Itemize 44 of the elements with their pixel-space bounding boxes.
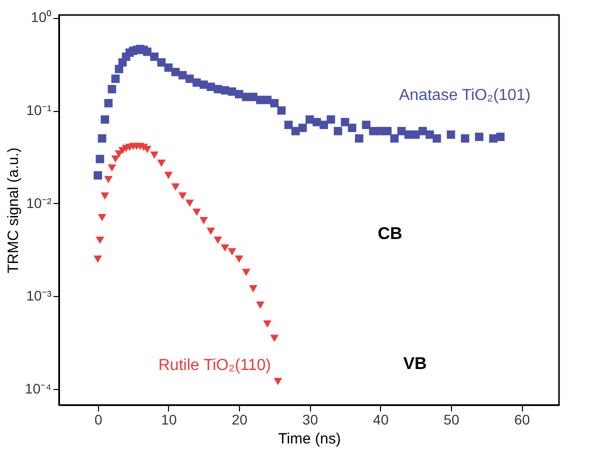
x-tick-label: 40	[373, 412, 389, 428]
annotation: VB	[403, 354, 427, 373]
point	[108, 164, 116, 172]
point	[178, 192, 187, 200]
point	[263, 320, 272, 328]
point	[98, 214, 106, 222]
point	[256, 301, 264, 309]
y-tick-label: 10⁻²	[26, 194, 52, 211]
point	[200, 217, 208, 224]
point	[94, 256, 102, 263]
x-tick-label: 50	[444, 412, 460, 428]
y-tick-label: 10⁻⁴	[24, 380, 52, 396]
annotation: CB	[378, 224, 402, 243]
y-tick-label: 10⁰	[30, 9, 52, 26]
point	[270, 334, 279, 342]
point	[164, 172, 173, 179]
point	[157, 160, 166, 167]
point	[234, 256, 244, 263]
x-tick-label: 20	[232, 412, 248, 428]
point	[192, 208, 201, 216]
y-tick-label: 10⁻³	[26, 288, 52, 304]
point	[206, 228, 216, 235]
x-axis-title: Time (ns)	[278, 430, 341, 448]
series-label: Rutile TiO₂(110)	[158, 357, 271, 374]
x-tick-label: 0	[94, 412, 102, 428]
point	[111, 155, 120, 163]
point	[220, 244, 230, 252]
point	[104, 176, 113, 184]
point	[185, 200, 194, 207]
point	[96, 236, 104, 244]
point	[150, 152, 159, 159]
x-tick-label: 10	[161, 412, 177, 428]
y-axis-title: TRMC signal (a.u.)	[4, 148, 22, 274]
point	[214, 236, 222, 244]
point	[249, 285, 258, 292]
x-tick-label: 30	[302, 412, 318, 428]
point	[242, 268, 250, 276]
series-label: Anatase TiO₂(101)	[399, 87, 531, 104]
point	[171, 183, 180, 191]
x-tick-label: 60	[514, 412, 530, 428]
y-tick-label: 10⁻¹	[26, 102, 52, 118]
point	[274, 378, 282, 386]
point	[228, 248, 236, 256]
point	[100, 192, 110, 200]
